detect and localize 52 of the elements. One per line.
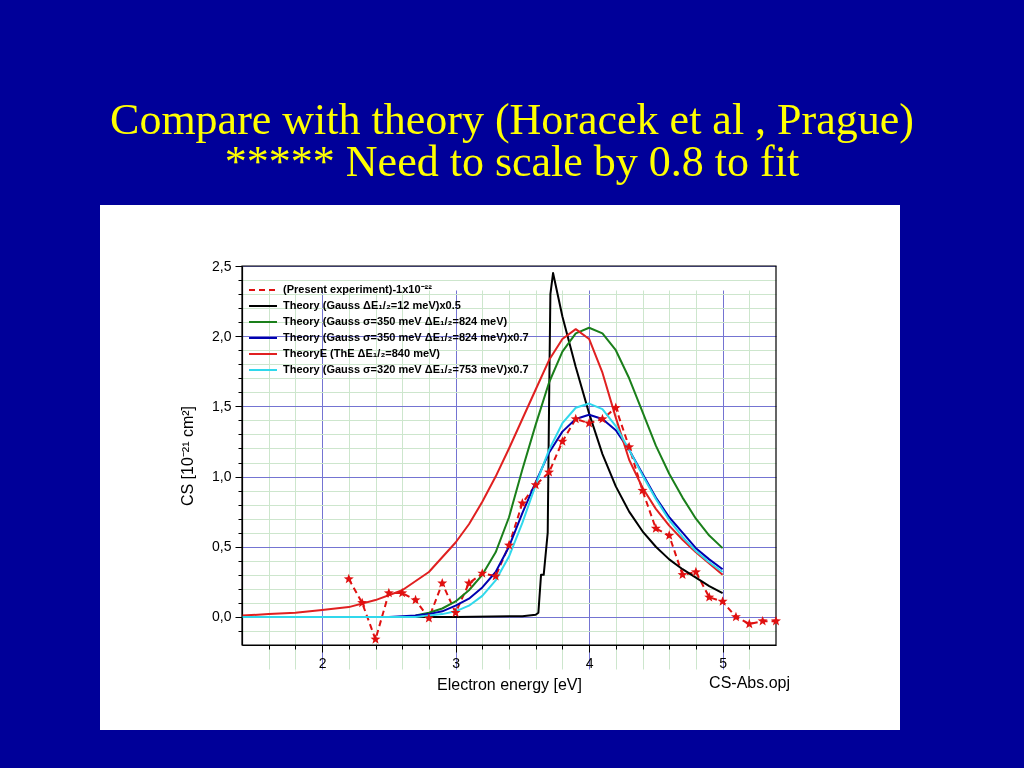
- x-tick-label: 4: [585, 654, 594, 671]
- point: [357, 597, 368, 608]
- point: [397, 587, 408, 598]
- y-tick-label: 2,0: [212, 327, 232, 344]
- legend-label: Theory (Gauss ΔE₁/₂=12 meV)x0.5: [283, 299, 461, 311]
- x-tick-label: 5: [719, 654, 728, 671]
- x-axis-title: Electron energy [eV]: [437, 675, 582, 693]
- point: [570, 413, 581, 424]
- point: [490, 570, 501, 581]
- legend-label: Theory (Gauss σ=350 meV ΔE₁/₂=824 meV): [283, 315, 508, 327]
- point: [637, 485, 648, 495]
- point: [664, 530, 675, 540]
- point: [624, 441, 635, 452]
- legend-label: (Present experiment)-1x10⁻²²: [283, 283, 433, 295]
- y-axis-title: CS [10⁻²¹ cm²]: [179, 405, 197, 507]
- point: [610, 402, 621, 413]
- line-series: [241, 328, 724, 617]
- point: [544, 467, 555, 477]
- point: [383, 587, 394, 598]
- point: [690, 566, 701, 577]
- point: [757, 615, 768, 626]
- point: [677, 569, 688, 580]
- point: [450, 607, 461, 617]
- point: [704, 592, 715, 602]
- point: [557, 436, 568, 446]
- point: [597, 413, 608, 424]
- y-tick-label: 1,0: [212, 468, 232, 485]
- point: [650, 523, 661, 533]
- legend-label: Theory (Gauss σ=320 meV ΔE₁/₂=753 meV)x0.7: [283, 363, 529, 375]
- point: [717, 596, 728, 606]
- x-tick-label: 2: [318, 654, 327, 671]
- point: [730, 611, 741, 622]
- legend-label: Theory (Gauss σ=350 meV ΔE₁/₂=824 meV)x0.7: [283, 331, 529, 343]
- point: [744, 618, 755, 629]
- legend-label: TheoryE (ThE ΔE₁/₂=840 meV): [283, 347, 441, 359]
- point: [437, 577, 448, 588]
- point: [343, 573, 354, 584]
- point: [504, 540, 514, 550]
- point: [370, 634, 381, 644]
- point: [771, 615, 781, 626]
- y-tick-label: 0,5: [212, 538, 232, 555]
- y-tick-label: 0,0: [212, 608, 232, 625]
- point: [517, 497, 528, 508]
- point: [423, 613, 434, 623]
- point: [530, 479, 541, 490]
- text: CS-Abs.opj: [709, 674, 790, 691]
- x-tick-label: 3: [452, 654, 461, 671]
- point: [410, 594, 421, 605]
- y-tick-label: 1,5: [212, 397, 232, 414]
- point: [477, 568, 488, 578]
- y-tick-label: 2,5: [212, 257, 232, 274]
- point: [463, 577, 474, 588]
